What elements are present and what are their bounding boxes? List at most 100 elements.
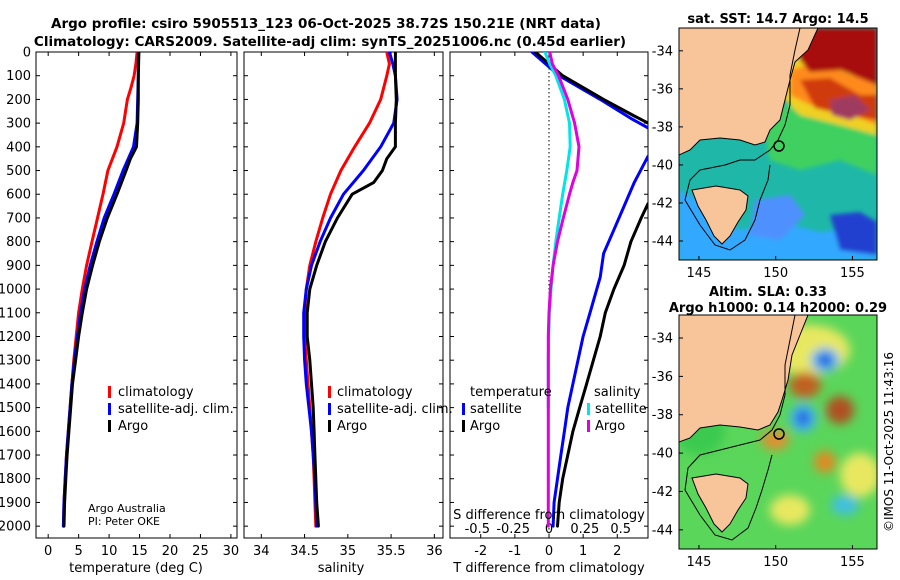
y-tick-label: 200 — [6, 93, 31, 108]
x-tick-label: 34.5 — [290, 544, 319, 559]
lon-tick-label: 155 — [840, 266, 865, 281]
sst-deep-blue-patch — [830, 212, 877, 255]
series-t-argo-deep — [556, 202, 648, 528]
legend-label-satellite: satellite-adj. clim. — [118, 402, 234, 417]
sla-brown-anomaly-2 — [826, 396, 854, 424]
sst-dark-red-band — [800, 28, 877, 85]
y-tick-label: 0 — [23, 46, 31, 61]
series-satellite-adj-clim — [61, 52, 140, 528]
panel-differences-series — [530, 52, 648, 528]
y-tick-label: 600 — [6, 188, 31, 203]
profile-series — [61, 52, 648, 528]
y-tick-label: 1700 — [0, 449, 31, 464]
lat-tick-label: -40 — [652, 158, 673, 173]
difference-legend: temperature satellite Argo salinity sate… — [462, 385, 647, 434]
y-tick-label: 700 — [6, 211, 31, 226]
lon-tick-label: 150 — [763, 555, 788, 570]
sst-shelf-contour — [684, 28, 801, 251]
lat-tick-label: -34 — [652, 44, 673, 59]
profile-axes: 0100200300400500600700800900100011001200… — [0, 46, 648, 559]
legend-swatch-s-argo — [587, 420, 590, 432]
legend-label-t-argo: Argo — [470, 419, 500, 434]
lat-tick-label: -44 — [652, 523, 673, 538]
lat-tick-label: -44 — [652, 234, 673, 249]
x-tick-label: -2 — [474, 544, 487, 559]
x-tick-label: 15 — [131, 544, 148, 559]
s-tick-label: 0.5 — [610, 522, 631, 537]
series-s-argo — [546, 52, 581, 528]
sla-map-frame — [678, 314, 878, 550]
sst-color-field — [679, 28, 877, 260]
sst-mainland — [679, 28, 819, 156]
sst-argo-location-marker — [773, 140, 785, 152]
y-tick-label: 1600 — [0, 425, 31, 440]
temperature-xlabel: temperature (deg C) — [69, 561, 203, 576]
lon-tick-label: 145 — [687, 266, 712, 281]
legend-label-t-satellite: satellite — [470, 402, 522, 417]
lat-tick-label: -38 — [652, 120, 673, 135]
panel-temperature-series — [61, 52, 141, 528]
sst-tasmania — [691, 185, 749, 245]
sla-map-title-line1: Altim. SLA: 0.33 — [709, 285, 827, 300]
lat-tick-label: -36 — [652, 370, 673, 385]
y-tick-label: 900 — [6, 259, 31, 274]
s-tick-label: -0.25 — [496, 522, 530, 537]
y-tick-label: 1500 — [0, 401, 31, 416]
lon-tick-label: 145 — [687, 555, 712, 570]
y-tick-label: 2000 — [0, 520, 31, 535]
s-tick-label: 0 — [545, 522, 553, 537]
sst-purple-patch — [830, 95, 870, 120]
legend-swatch-argo — [328, 420, 331, 432]
series-argo — [62, 52, 141, 528]
x-tick-label: 35 — [340, 544, 357, 559]
sla-shelf-contour — [684, 315, 796, 541]
x-tick-label: 10 — [101, 544, 118, 559]
sla-blue-anomaly-2 — [797, 411, 809, 425]
series-climatology — [303, 52, 391, 528]
lat-tick-label: -42 — [652, 485, 673, 500]
legend-label-argo: Argo — [118, 419, 148, 434]
x-tick-label: 35.5 — [377, 544, 406, 559]
y-tick-label: 1900 — [0, 496, 31, 511]
legend-label-s-satellite: satellite — [595, 402, 647, 417]
sla-blue-anomaly — [818, 354, 832, 366]
legend-label-argo: Argo — [337, 419, 367, 434]
t-difference-xlabel: T difference from climatology — [452, 561, 645, 576]
imos-timestamp: ©IMOS 11-Oct-2025 11:43:16 — [882, 352, 896, 532]
s-tick-label: -0.5 — [465, 522, 490, 537]
legend-swatch-argo — [108, 420, 111, 432]
sla-map — [679, 315, 877, 549]
x-tick-label: 2 — [613, 544, 621, 559]
y-tick-label: 1000 — [0, 283, 31, 298]
s-difference-xlabel: S difference from climatology — [453, 508, 645, 523]
salinity-legend: climatology satellite-adj. clim. Argo — [328, 385, 453, 434]
sla-tasmania — [691, 473, 749, 533]
x-tick-label: 1 — [579, 544, 587, 559]
lat-tick-label: -36 — [652, 82, 673, 97]
x-tick-label: 0 — [545, 544, 553, 559]
y-tick-label: 300 — [6, 117, 31, 132]
sla-cyan-anomaly-3 — [831, 495, 859, 515]
s-tick-label: 0.25 — [570, 522, 599, 537]
y-tick-label: 100 — [6, 69, 31, 84]
legend-swatch-t-satellite — [462, 403, 465, 415]
y-tick-label: 800 — [6, 235, 31, 250]
sla-brown-anomaly-1 — [789, 372, 821, 398]
lat-tick-label: -38 — [652, 408, 673, 423]
legend-label-s-argo: Argo — [595, 419, 625, 434]
y-tick-label: 500 — [6, 164, 31, 179]
legend-swatch-satellite — [108, 403, 111, 415]
sla-map-ticks: 145 150 155 -34 -36 -38 -40 -42 -44 — [652, 332, 865, 570]
legend-label-satellite: satellite-adj. clim. — [337, 402, 453, 417]
legend-swatch-t-argo — [462, 420, 465, 432]
sla-yellow-zone-3 — [770, 495, 810, 525]
x-tick-label: 34 — [253, 544, 270, 559]
sla-map-title-line2: Argo h1000: 0.14 h2000: 0.29 — [669, 301, 887, 316]
series-argo — [305, 52, 398, 528]
x-tick-label: 36 — [426, 544, 443, 559]
x-tick-label: 30 — [223, 544, 240, 559]
y-tick-label: 1200 — [0, 330, 31, 345]
sst-map-ticks: 145 150 155 -34 -36 -38 -40 -42 -44 — [652, 44, 865, 281]
sst-map-title: sat. SST: 14.7 Argo: 14.5 — [687, 12, 868, 27]
